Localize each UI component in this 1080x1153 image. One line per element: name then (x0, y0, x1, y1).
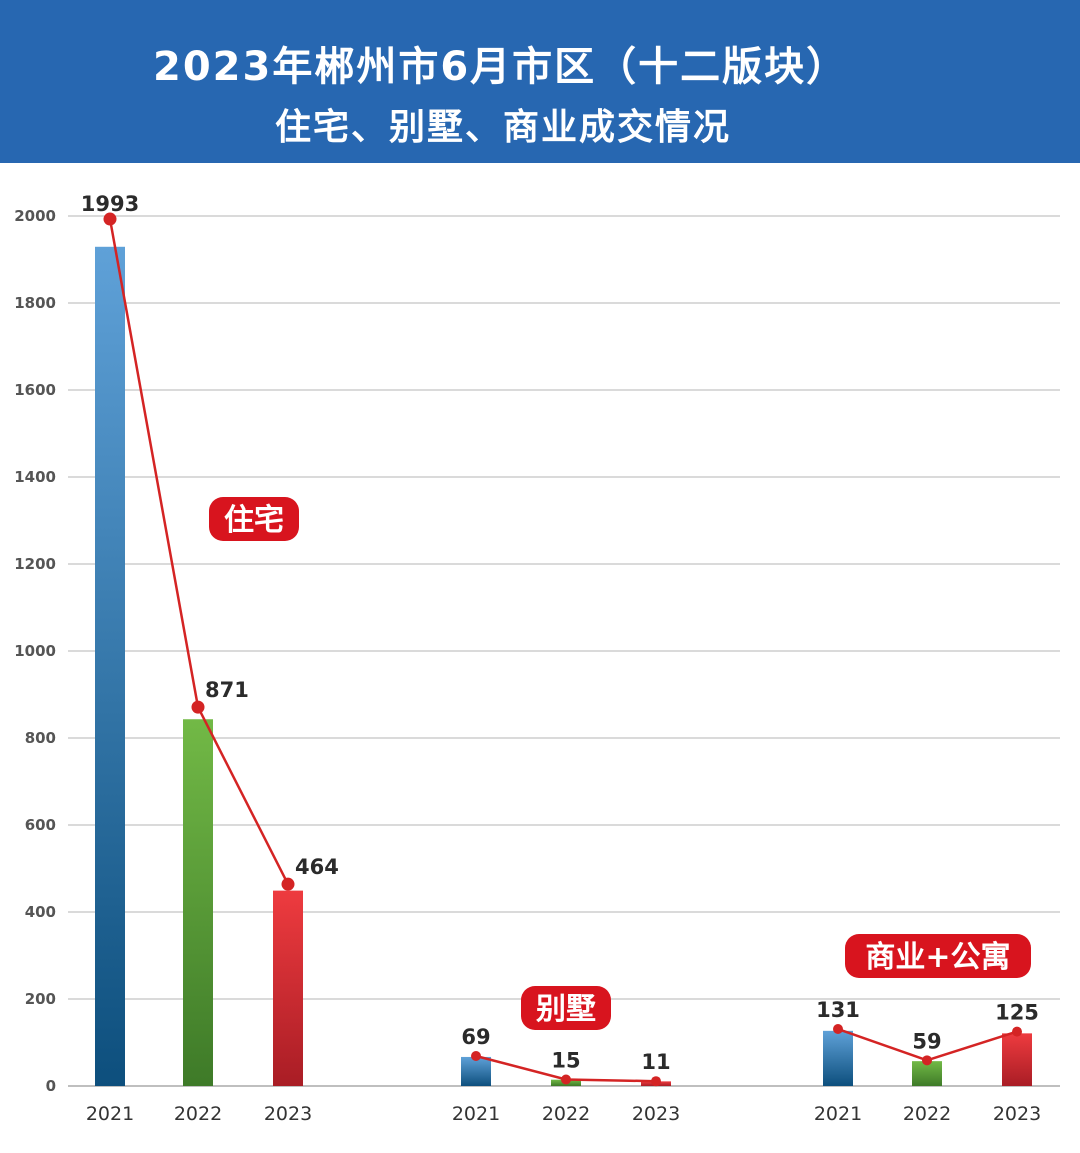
trend-lines (103, 212, 1022, 1087)
x-tick-label: 2021 (452, 1103, 500, 1125)
chart-title: 2023年郴州市6月市区（十二版块） (153, 44, 849, 90)
y-tick-label: 2000 (14, 207, 56, 225)
trend-point (471, 1050, 481, 1061)
y-axis: 0 200 400 600 800 1000 1200 1400 1600 1800 2000 (14, 207, 56, 1095)
trend-point (651, 1076, 661, 1087)
data-label: 871 (205, 678, 249, 702)
y-tick-label: 400 (25, 903, 56, 921)
data-labels: 1993 871 464 69 15 11 131 59 125 (81, 192, 1039, 1074)
trend-point (561, 1074, 571, 1085)
x-tick-label: 2022 (903, 1103, 951, 1125)
x-axis: 2021 2022 2023 2021 2022 2023 2021 2022 2023 (86, 1103, 1041, 1125)
trend-point (833, 1024, 843, 1035)
group-badge-label: 住宅 (224, 503, 284, 538)
x-tick-label: 2021 (814, 1103, 862, 1125)
trend-point (281, 877, 295, 891)
data-label: 1993 (81, 192, 139, 216)
y-tick-label: 1600 (14, 381, 56, 399)
data-label: 464 (295, 855, 339, 879)
data-label: 125 (995, 1001, 1039, 1025)
trend-point (103, 212, 117, 226)
y-tick-label: 200 (25, 990, 56, 1008)
chart-subtitle: 住宅、别墅、商业成交情况 (275, 107, 732, 148)
bars (95, 246, 1032, 1086)
group-badge-label: 商业+公寓 (865, 940, 1010, 975)
group-badge (845, 934, 1031, 978)
data-label: 15 (551, 1048, 580, 1072)
x-tick-label: 2022 (542, 1103, 590, 1125)
y-tick-label: 1400 (14, 468, 56, 486)
data-label: 11 (641, 1050, 670, 1074)
group-badge (521, 986, 611, 1030)
chart-area: 0 200 400 600 800 1000 1200 1400 1600 1800 2000 19… (14, 192, 1060, 1125)
trend-point (191, 700, 205, 714)
data-label: 131 (816, 998, 860, 1022)
bar (95, 246, 125, 1086)
bar (1002, 1033, 1032, 1086)
x-tick-label: 2021 (86, 1103, 134, 1125)
y-tick-label: 600 (25, 816, 56, 834)
trend-point (1012, 1026, 1022, 1037)
x-tick-label: 2023 (993, 1103, 1041, 1125)
group-badge-label: 别墅 (536, 992, 596, 1027)
y-tick-label: 1000 (14, 642, 56, 660)
bar (823, 1030, 853, 1086)
bar (183, 719, 213, 1086)
x-tick-label: 2022 (174, 1103, 222, 1125)
y-tick-label: 1200 (14, 555, 56, 573)
gridlines (68, 215, 1060, 1087)
x-tick-label: 2023 (264, 1103, 312, 1125)
x-tick-label: 2023 (632, 1103, 680, 1125)
header-banner: 2023年郴州市6月市区（十二版块） 住宅、别墅、商业成交情况 (0, 0, 1080, 163)
y-tick-label: 800 (25, 729, 56, 747)
trend-point (922, 1055, 932, 1066)
bar (461, 1056, 491, 1086)
y-tick-label: 0 (46, 1077, 56, 1095)
y-tick-label: 1800 (14, 294, 56, 312)
bar (273, 890, 303, 1086)
group-badge (209, 497, 299, 541)
data-label: 59 (912, 1029, 941, 1053)
data-label: 69 (461, 1025, 490, 1049)
